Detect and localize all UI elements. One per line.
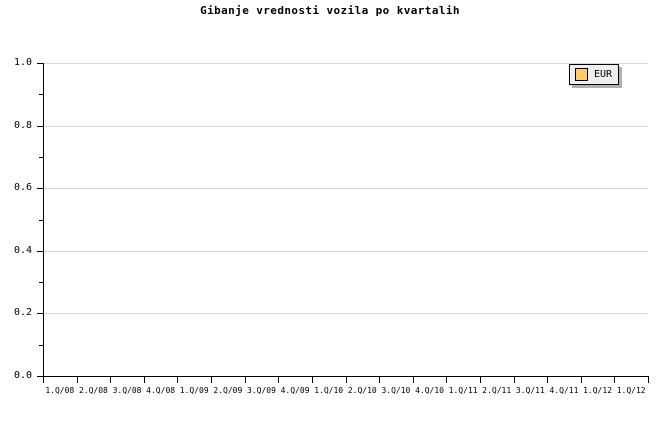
x-axis-tick bbox=[413, 377, 414, 383]
y-axis-tick bbox=[37, 63, 43, 64]
x-axis-label: 3.Q/08 bbox=[112, 386, 142, 395]
x-axis-tick bbox=[43, 377, 44, 383]
y-axis-minor-tick bbox=[39, 344, 43, 346]
x-axis-label: 4.Q/10 bbox=[415, 386, 444, 395]
x-axis-label: 4.Q/11 bbox=[549, 386, 579, 395]
x-axis-label: 4.Q/09 bbox=[280, 386, 310, 395]
gridline bbox=[43, 63, 648, 64]
x-axis-tick bbox=[614, 377, 615, 383]
y-axis-minor-tick bbox=[39, 219, 43, 221]
x-axis-tick bbox=[648, 377, 649, 383]
y-axis-tick bbox=[37, 376, 43, 377]
legend-label-eur: EUR bbox=[594, 69, 613, 80]
gridline bbox=[43, 313, 648, 315]
x-axis-tick bbox=[547, 377, 548, 383]
x-axis-label: 1.Q/12 bbox=[583, 386, 613, 395]
x-axis-label: 2.Q/10 bbox=[347, 386, 377, 395]
x-axis-label: 1.Q/08 bbox=[45, 386, 75, 395]
y-axis-tick bbox=[37, 250, 43, 252]
y-axis-line bbox=[43, 63, 44, 377]
y-axis-label: 0.6 bbox=[13, 182, 32, 194]
x-axis-label: 2.Q/08 bbox=[78, 386, 108, 395]
y-axis-label: 0.4 bbox=[13, 244, 32, 256]
y-axis-minor-tick bbox=[39, 94, 43, 96]
y-axis-label: 1.0 bbox=[13, 57, 32, 68]
plot-area bbox=[43, 63, 648, 376]
x-axis-label: 3.Q/09 bbox=[247, 386, 276, 395]
x-axis-tick bbox=[278, 377, 279, 383]
y-axis-tick bbox=[37, 125, 43, 127]
x-axis-tick bbox=[177, 377, 178, 383]
x-axis-tick bbox=[245, 377, 246, 383]
x-axis-tick bbox=[110, 377, 111, 383]
plot-background bbox=[43, 63, 648, 376]
x-axis-label: 1.Q/11 bbox=[448, 386, 478, 395]
x-axis-tick bbox=[480, 377, 481, 383]
x-axis-tick bbox=[379, 377, 380, 383]
x-axis-line bbox=[43, 376, 649, 377]
x-axis-tick bbox=[581, 377, 582, 383]
gridline bbox=[43, 188, 648, 190]
gridline bbox=[43, 250, 648, 252]
x-axis-tick bbox=[312, 377, 313, 383]
y-axis-label: 0.2 bbox=[13, 307, 32, 319]
legend-swatch-eur bbox=[575, 68, 588, 81]
y-axis-tick bbox=[37, 313, 43, 315]
x-axis-tick bbox=[144, 377, 145, 383]
x-axis-label: 1.Q/10 bbox=[314, 386, 344, 395]
x-axis-label: 2.Q/09 bbox=[213, 386, 243, 395]
gridline bbox=[43, 125, 648, 127]
x-axis-tick bbox=[446, 377, 447, 383]
x-axis-tick bbox=[514, 377, 515, 383]
x-axis-tick bbox=[211, 377, 212, 383]
x-axis-tick bbox=[346, 377, 347, 383]
x-axis-label: 3.Q/10 bbox=[381, 386, 411, 395]
x-axis-label: 4.Q/08 bbox=[146, 386, 176, 395]
x-axis-label: 3.Q/11 bbox=[515, 386, 545, 395]
x-axis-label: 2.Q/11 bbox=[482, 386, 512, 395]
chart-legend[interactable]: EUR bbox=[569, 64, 620, 85]
y-axis-label: 0.8 bbox=[13, 119, 32, 131]
y-axis-label: 0.0 bbox=[13, 370, 32, 381]
chart-title: Gibanje vrednosti vozila po kvartalih bbox=[200, 4, 460, 17]
y-axis-minor-tick bbox=[39, 156, 43, 158]
x-axis-tick bbox=[77, 377, 78, 383]
x-axis-label: 1.Q/12 bbox=[616, 386, 646, 395]
y-axis-minor-tick bbox=[39, 282, 43, 284]
x-axis-label: 1.Q/09 bbox=[179, 386, 209, 395]
y-axis-tick bbox=[37, 188, 43, 190]
